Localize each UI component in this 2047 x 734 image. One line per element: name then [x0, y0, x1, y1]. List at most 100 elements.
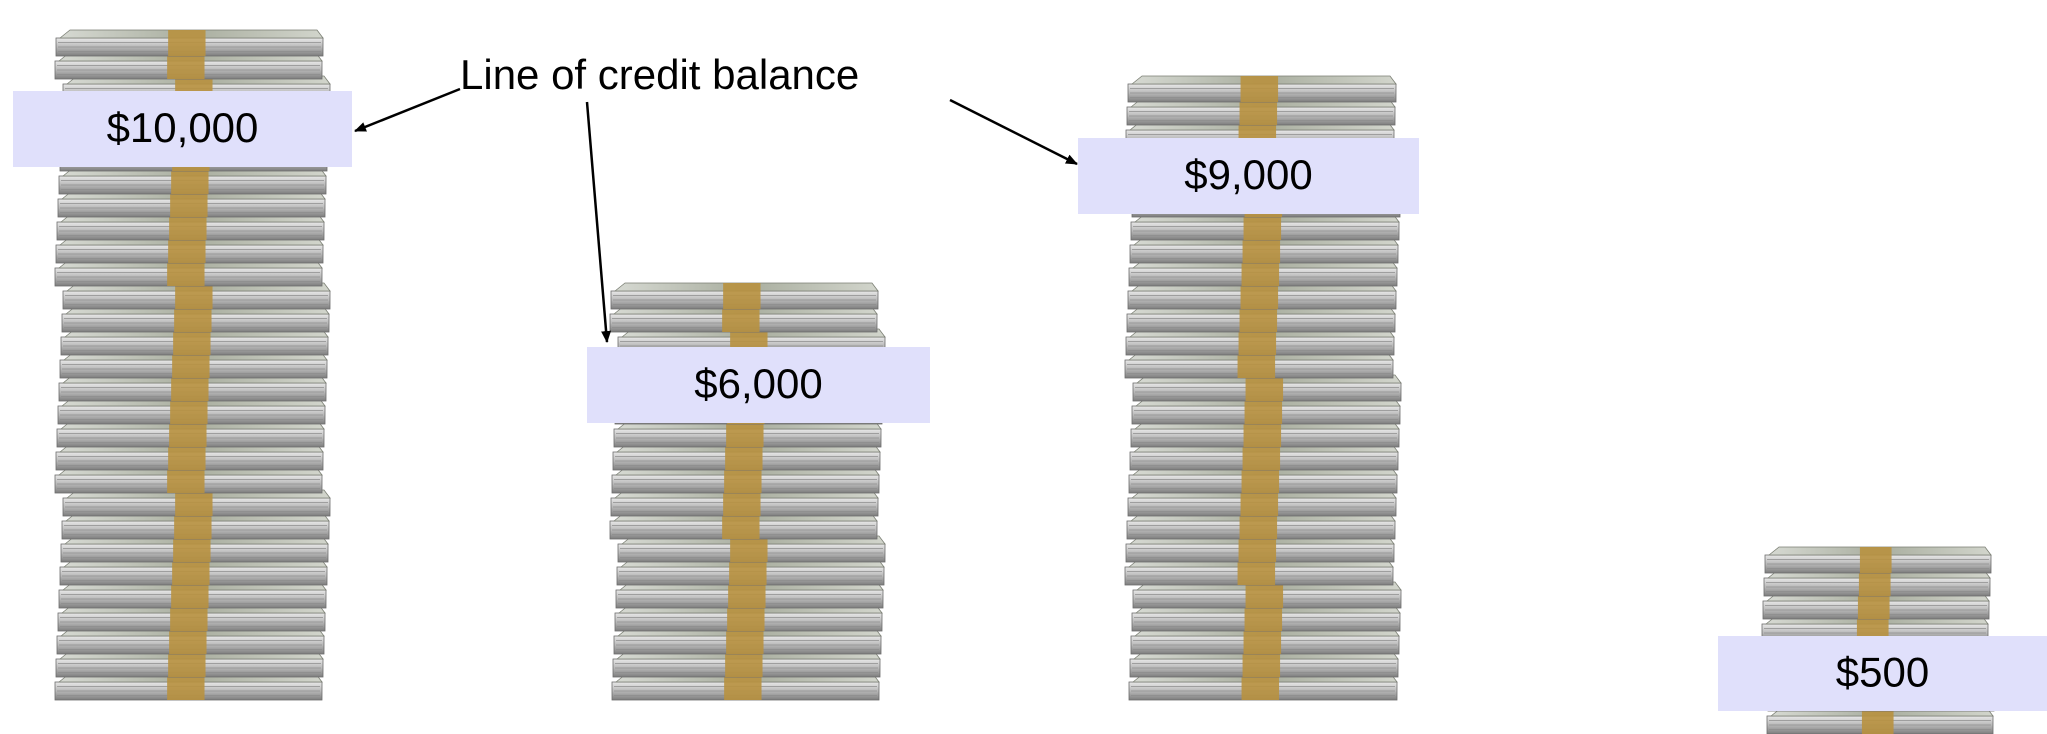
- bundle: [1133, 375, 1401, 401]
- slide: $10,000 $6,000 $9,000 $500 Line of credit b…: [0, 0, 2047, 734]
- bundle: [1130, 444, 1398, 470]
- bundle-band: [170, 191, 207, 217]
- bundle-band: [168, 444, 205, 470]
- page: {"annotation": "Line of credit balance",…: [0, 0, 2047, 734]
- bundle-band: [726, 628, 763, 654]
- bundle-band: [1241, 283, 1279, 309]
- bundle: [618, 536, 885, 562]
- bundle-band: [1239, 536, 1277, 562]
- bundle: [58, 398, 325, 424]
- bundle-band: [722, 306, 759, 332]
- bundle-band: [1241, 76, 1279, 102]
- bundle-band: [172, 559, 209, 585]
- bundle-band: [1243, 651, 1281, 677]
- bundle-band: [168, 237, 205, 263]
- bundle: [614, 421, 881, 447]
- bundle-band: [722, 513, 759, 539]
- bundle-band: [724, 467, 761, 493]
- bundle-band: [1245, 398, 1283, 424]
- bundle: [1128, 76, 1396, 102]
- bundle: [1126, 536, 1394, 562]
- balance-label: $6,000: [694, 360, 822, 407]
- bundle-band: [167, 260, 204, 286]
- balance-label: $500: [1836, 649, 1929, 696]
- balance-label: $9,000: [1184, 151, 1312, 198]
- bundle-band: [1858, 593, 1890, 619]
- bundle: [1127, 513, 1395, 539]
- money-stack: [610, 283, 885, 700]
- bundle: [1129, 260, 1397, 286]
- bundle: [612, 467, 879, 493]
- bundle: [1763, 593, 1989, 619]
- bundle-band: [724, 674, 761, 700]
- bundle: [610, 306, 877, 332]
- bundle-band: [174, 513, 211, 539]
- bundle: [1128, 490, 1396, 516]
- bundle: [1132, 398, 1400, 424]
- bundle-band: [170, 605, 207, 631]
- bundle: [59, 375, 326, 401]
- bundle: [55, 260, 322, 286]
- bundle-band: [723, 490, 760, 516]
- bundle: [57, 214, 324, 240]
- bundle-band: [169, 214, 206, 240]
- bundle-band: [1242, 674, 1280, 700]
- bundle-band: [1246, 582, 1284, 608]
- bundle: [55, 467, 322, 493]
- bundle-band: [173, 329, 210, 355]
- bundle: [611, 490, 878, 516]
- bundle-band: [171, 168, 208, 194]
- bundle-band: [175, 283, 212, 309]
- bundle: [62, 306, 329, 332]
- bundle-band: [169, 421, 206, 447]
- bundle-band: [723, 283, 760, 309]
- bundle: [60, 559, 327, 585]
- arrow: [355, 89, 460, 131]
- balance-label: $10,000: [107, 104, 259, 151]
- bundle-band: [1240, 99, 1278, 125]
- bundle: [56, 651, 323, 677]
- bundle-band: [725, 651, 762, 677]
- bundle: [59, 168, 326, 194]
- bundle-band: [170, 398, 207, 424]
- bundle: [1129, 674, 1397, 700]
- bundle-band: [727, 605, 764, 631]
- bundle-band: [1244, 421, 1282, 447]
- bundle: [57, 421, 324, 447]
- bundle: [1127, 306, 1395, 332]
- bundle-band: [1239, 329, 1277, 355]
- bundle: [616, 582, 883, 608]
- bundle-band: [1860, 547, 1892, 573]
- bundle-band: [1242, 467, 1280, 493]
- bundle: [61, 329, 328, 355]
- bundle: [1767, 708, 1993, 734]
- bundle-band: [1243, 237, 1281, 263]
- bundle: [1131, 628, 1399, 654]
- bundle: [63, 283, 330, 309]
- bundle: [56, 444, 323, 470]
- bundle: [1126, 329, 1394, 355]
- bundle: [1125, 559, 1393, 585]
- bundle: [1133, 582, 1401, 608]
- bundle-band: [173, 536, 210, 562]
- bundle-band: [1244, 214, 1282, 240]
- bundle-band: [174, 306, 211, 332]
- bundle-band: [1240, 306, 1278, 332]
- bundle-band: [1238, 352, 1276, 378]
- bundle: [61, 536, 328, 562]
- bundle-band: [171, 582, 208, 608]
- bundle-band: [725, 444, 762, 470]
- bundle: [60, 352, 327, 378]
- bundle-band: [167, 53, 204, 79]
- arrow: [950, 100, 1077, 164]
- bundle: [1129, 467, 1397, 493]
- bundle: [58, 605, 325, 631]
- bundle: [1765, 547, 1991, 573]
- bundle-band: [1244, 628, 1282, 654]
- bundle: [1764, 570, 1990, 596]
- bundle-band: [1859, 570, 1891, 596]
- bundle-band: [1242, 260, 1280, 286]
- bundle: [62, 513, 329, 539]
- bundle: [1130, 651, 1398, 677]
- annotation: Line of credit balance: [460, 51, 859, 98]
